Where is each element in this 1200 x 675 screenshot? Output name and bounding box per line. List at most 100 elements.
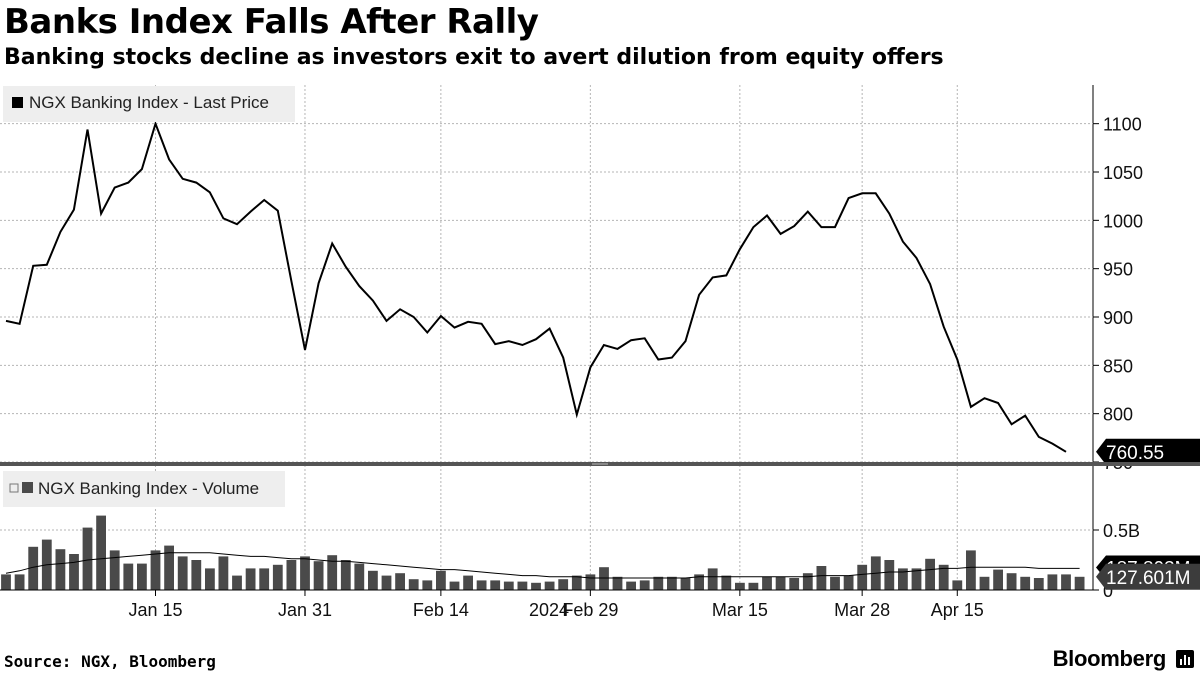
volume-bar (232, 575, 242, 590)
volume-bar (272, 564, 283, 590)
price-legend-swatch (12, 97, 23, 108)
volume-bar (1061, 574, 1071, 590)
volume-bar (14, 574, 25, 590)
x-axis-year-label: 2024 (529, 600, 569, 620)
volume-bar (735, 582, 745, 590)
volume-bar (694, 574, 704, 590)
bloomberg-chart-icon (1176, 650, 1194, 668)
volume-legend-swatch (22, 482, 33, 493)
price-series-line (5, 120, 1067, 453)
bloomberg-logo: Bloomberg (1052, 646, 1167, 671)
volume-bar (259, 568, 270, 590)
price-last-value-badge: 760.55 (1096, 438, 1200, 465)
volume-bar (544, 581, 555, 590)
volume-bar (150, 550, 161, 590)
price-tick-label: 850 (1103, 356, 1133, 376)
volume-bar (721, 575, 732, 590)
volume-bar (327, 555, 338, 590)
volume-last-value-badge: 127.601M (1096, 563, 1200, 590)
volume-bar (531, 582, 541, 590)
volume-bar (28, 546, 39, 590)
volume-bar (653, 576, 664, 590)
volume-bar (966, 550, 976, 590)
volume-bar (938, 564, 949, 590)
volume-bar (109, 550, 120, 590)
volume-bar (191, 560, 202, 590)
volume-bar (1047, 574, 1058, 590)
price-tick-label: 1100 (1103, 115, 1142, 135)
price-y-axis: 750800850900950100010501100 (1093, 115, 1143, 473)
volume-bar (69, 554, 79, 590)
volume-panel: 00.5B NGX Banking Index - Volume 187.803… (0, 466, 1200, 601)
volume-bar (558, 579, 569, 590)
volume-bar (748, 582, 759, 590)
volume-bar (436, 570, 446, 590)
price-last-value: 760.55 (1106, 443, 1164, 464)
volume-bar (612, 576, 623, 590)
price-legend-label: NGX Banking Index - Last Price (29, 93, 269, 112)
volume-bar (1006, 573, 1017, 590)
volume-bar (300, 556, 310, 590)
volume-bar (137, 563, 147, 590)
source-note: Source: NGX, Bloomberg (4, 652, 216, 671)
price-panel: 750800850900950100010501100 NGX Banking … (0, 85, 1200, 590)
price-badge-shape (1096, 438, 1200, 465)
x-tick-label: Jan 31 (278, 600, 332, 620)
volume-bar (313, 561, 324, 590)
x-axis-ticks: Jan 15 Jan 31 Feb 14 Feb 29 Mar 15 Mar 28 Apr … (128, 590, 984, 620)
price-tick-label: 950 (1103, 260, 1133, 280)
price-tick-label: 900 (1103, 308, 1133, 328)
volume-bar (476, 580, 487, 590)
x-tick-label: Mar 28 (834, 600, 890, 620)
volume-bar (177, 556, 188, 590)
price-legend: NGX Banking Index - Last Price (3, 86, 295, 122)
volume-bar (218, 556, 229, 590)
volume-bar (857, 564, 868, 590)
volume-tick-label: 0 (1103, 581, 1113, 601)
volume-bar (925, 558, 935, 590)
volume-legend-bg (3, 471, 285, 507)
volume-bar (368, 570, 378, 590)
volume-bar (422, 580, 433, 590)
volume-bar (123, 563, 134, 590)
volume-bar (680, 578, 691, 590)
volume-bar (707, 568, 718, 590)
x-tick-label: Feb 29 (562, 600, 618, 620)
volume-bar (993, 569, 1003, 590)
volume-last-value: 127.601M (1106, 568, 1191, 589)
volume-legend: NGX Banking Index - Volume (3, 471, 285, 507)
volume-bar (463, 575, 473, 590)
price-legend-bg (3, 86, 295, 122)
x-tick-label: Mar 15 (712, 600, 768, 620)
x-tick-label: Jan 15 (128, 600, 182, 620)
volume-legend-label: NGX Banking Index - Volume (38, 479, 259, 498)
volume-bar (517, 581, 528, 590)
volume-bar (245, 568, 256, 590)
price-gridlines (0, 85, 1093, 590)
volume-bar (490, 580, 501, 590)
volume-y-axis: 0 0.5B (1093, 521, 1140, 601)
volume-bar (667, 576, 677, 590)
volume-bar (503, 581, 514, 590)
chart-title: Banks Index Falls After Rally (4, 2, 539, 42)
volume-bar (82, 527, 93, 590)
price-tick-label: 800 (1103, 405, 1133, 425)
volume-bar (884, 560, 895, 590)
volume-bar (830, 576, 840, 590)
volume-bar (408, 579, 419, 590)
volume-bar (55, 549, 66, 590)
volume-bar (1033, 578, 1044, 590)
x-axis: Jan 15 Jan 31 Feb 14 Feb 29 Mar 15 Mar 28 Apr … (0, 589, 1093, 620)
volume-bar (354, 563, 365, 590)
volume-bar (898, 568, 908, 590)
volume-bar (96, 515, 106, 590)
volume-bar (952, 580, 963, 590)
volume-bar (1074, 576, 1085, 590)
volume-bar (802, 573, 813, 590)
volume-bar (1020, 576, 1031, 590)
volume-bar (1, 574, 11, 590)
volume-bar (164, 545, 174, 590)
volume-bar (395, 573, 405, 590)
volume-legend-toggle-icon[interactable] (9, 483, 19, 493)
